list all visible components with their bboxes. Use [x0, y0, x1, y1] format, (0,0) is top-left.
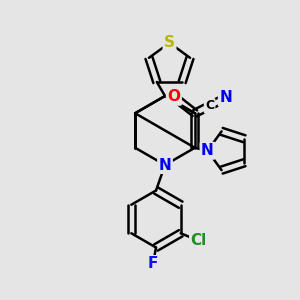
- Text: N: N: [201, 143, 214, 158]
- Text: F: F: [148, 256, 158, 272]
- Text: O: O: [167, 89, 180, 104]
- Text: N: N: [159, 158, 171, 172]
- Text: N: N: [219, 90, 232, 105]
- Text: Cl: Cl: [190, 233, 207, 248]
- Text: S: S: [164, 35, 175, 50]
- Text: C: C: [205, 99, 214, 112]
